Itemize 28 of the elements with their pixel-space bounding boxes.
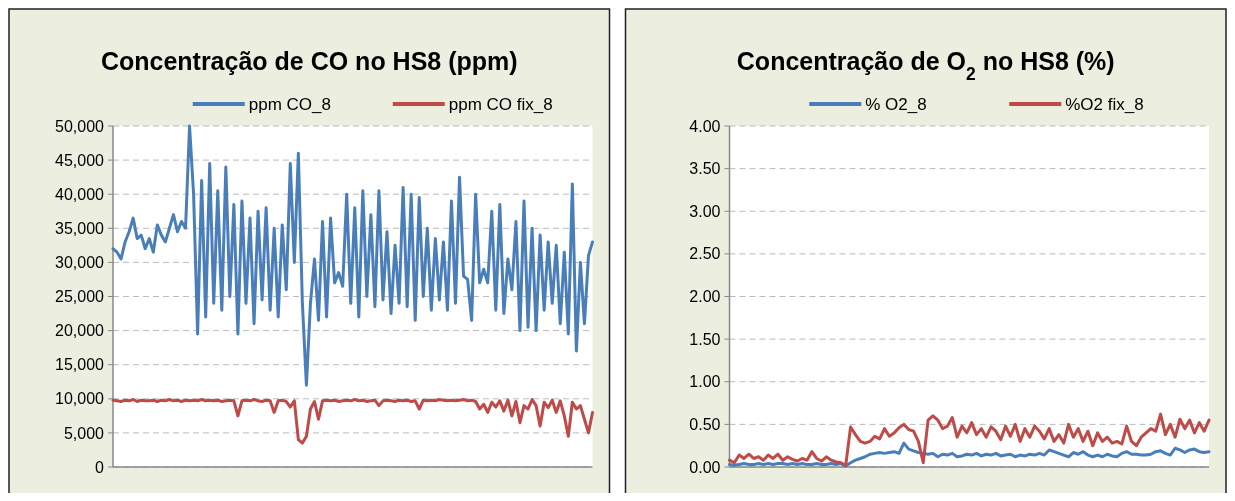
line-series bbox=[111, 397, 594, 445]
legend-label: %O2 fix_8 bbox=[1065, 95, 1144, 114]
y-tick-label: 15,000 bbox=[55, 356, 105, 374]
legend-label: % O2_8 bbox=[865, 95, 927, 114]
chart-title: Concentração de CO no HS8 (ppm) bbox=[100, 47, 518, 75]
y-tick-label: 3.00 bbox=[689, 202, 721, 220]
line-series bbox=[111, 124, 594, 387]
y-tick-label: 0 bbox=[95, 458, 105, 476]
y-tick-label: 50,000 bbox=[55, 117, 105, 135]
legend-label: ppm CO fix_8 bbox=[448, 95, 553, 114]
y-tick-label: 0.00 bbox=[689, 458, 721, 476]
legend-label: ppm CO_8 bbox=[248, 95, 331, 114]
chart-title: Concentração de O$_{2}$ no HS8 (%) bbox=[736, 47, 1115, 84]
y-tick-label: 20,000 bbox=[55, 322, 105, 340]
y-tick-label: 30,000 bbox=[55, 254, 105, 271]
y-tick-label: 1.50 bbox=[689, 330, 721, 348]
y-tick-label: 2.50 bbox=[689, 245, 721, 263]
y-tick-label: 10,000 bbox=[55, 390, 105, 408]
y-tick-label: 3.50 bbox=[689, 160, 721, 178]
y-tick-label: 1.00 bbox=[689, 373, 721, 391]
y-tick-label: 4.00 bbox=[689, 117, 721, 135]
y-tick-label: 40,000 bbox=[55, 185, 105, 203]
y-tick-label: 5,000 bbox=[63, 424, 105, 442]
y-tick-label: 0.50 bbox=[689, 415, 721, 433]
y-tick-label: 2.00 bbox=[689, 288, 721, 306]
y-tick-label: 25,000 bbox=[55, 288, 105, 306]
y-tick-label: 35,000 bbox=[55, 219, 105, 237]
y-tick-label: 45,000 bbox=[55, 151, 105, 169]
